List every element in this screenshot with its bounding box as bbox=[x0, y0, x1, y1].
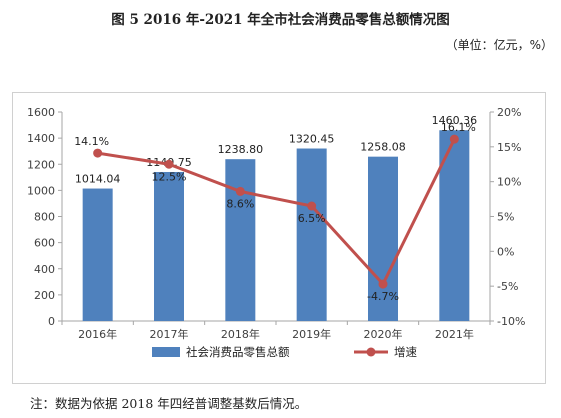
x-tick-label: 2018年 bbox=[221, 327, 260, 341]
left-tick-label: 1400 bbox=[27, 132, 55, 145]
bar-value-label: 1014.04 bbox=[75, 173, 121, 186]
bar bbox=[225, 159, 256, 321]
left-tick-label: 0 bbox=[48, 315, 55, 328]
bar-value-label: 1258.08 bbox=[360, 141, 406, 154]
legend-line-marker bbox=[366, 347, 376, 357]
growth-value-label: 14.1% bbox=[74, 135, 109, 148]
legend-bar-swatch bbox=[152, 347, 180, 357]
bar-value-label: 1320.45 bbox=[289, 133, 335, 146]
right-tick-label: -10% bbox=[497, 315, 525, 328]
right-tick-label: 5% bbox=[497, 211, 514, 224]
left-tick-label: 600 bbox=[34, 237, 55, 250]
growth-point bbox=[449, 134, 459, 144]
growth-point bbox=[307, 201, 317, 211]
right-tick-label: -5% bbox=[497, 280, 518, 293]
growth-point bbox=[93, 148, 103, 158]
unit-label: （单位：亿元，%） bbox=[445, 38, 553, 52]
right-tick-label: 20% bbox=[497, 106, 521, 119]
legend-bar-label: 社会消费品零售总额 bbox=[186, 345, 290, 359]
chart-frame bbox=[12, 92, 546, 384]
bar bbox=[296, 148, 327, 321]
x-tick-label: 2017年 bbox=[150, 327, 189, 341]
right-tick-label: 10% bbox=[497, 176, 521, 189]
bar bbox=[368, 156, 398, 321]
left-tick-label: 400 bbox=[34, 263, 55, 276]
bar bbox=[154, 171, 184, 321]
x-tick-label: 2016年 bbox=[78, 327, 117, 341]
bar-value-label: 1460.36 bbox=[432, 114, 478, 127]
right-tick-label: 15% bbox=[497, 141, 521, 154]
left-tick-label: 1200 bbox=[27, 158, 55, 171]
growth-line bbox=[97, 138, 456, 287]
growth-value-label: 6.5% bbox=[298, 212, 326, 225]
left-tick-label: 1600 bbox=[27, 106, 55, 119]
growth-value-label: 8.6% bbox=[226, 197, 254, 210]
x-tick-label: 2020年 bbox=[364, 327, 403, 341]
growth-value-label: 12.5% bbox=[152, 170, 187, 183]
right-tick-label: 0% bbox=[497, 245, 514, 258]
left-tick-label: 1000 bbox=[27, 184, 55, 197]
combo-chart: 0 200 400 600 800 1000 1200 1400 1600 -10% -5% 0% 5%… bbox=[27, 106, 525, 359]
x-tick-label: 2021年 bbox=[435, 327, 474, 341]
left-tick-label: 200 bbox=[34, 289, 55, 302]
bar-value-label: 1238.80 bbox=[218, 143, 264, 156]
x-tick-label: 2019年 bbox=[292, 327, 331, 341]
growth-point bbox=[235, 186, 245, 196]
growth-value-label: 16.1% bbox=[441, 121, 476, 134]
left-tick-label: 800 bbox=[34, 211, 55, 224]
growth-point bbox=[164, 159, 174, 169]
growth-value-label: -4.7% bbox=[367, 290, 399, 303]
growth-point bbox=[378, 279, 388, 289]
figure-title: 图 5 2016 年-2021 年全市社会消费品零售总额情况图 bbox=[111, 12, 450, 28]
legend-line-label: 增速 bbox=[394, 345, 417, 359]
bar bbox=[82, 188, 113, 321]
footnote: 注：数据为依据 2018 年四经普调整基数后情况。 bbox=[30, 396, 308, 411]
